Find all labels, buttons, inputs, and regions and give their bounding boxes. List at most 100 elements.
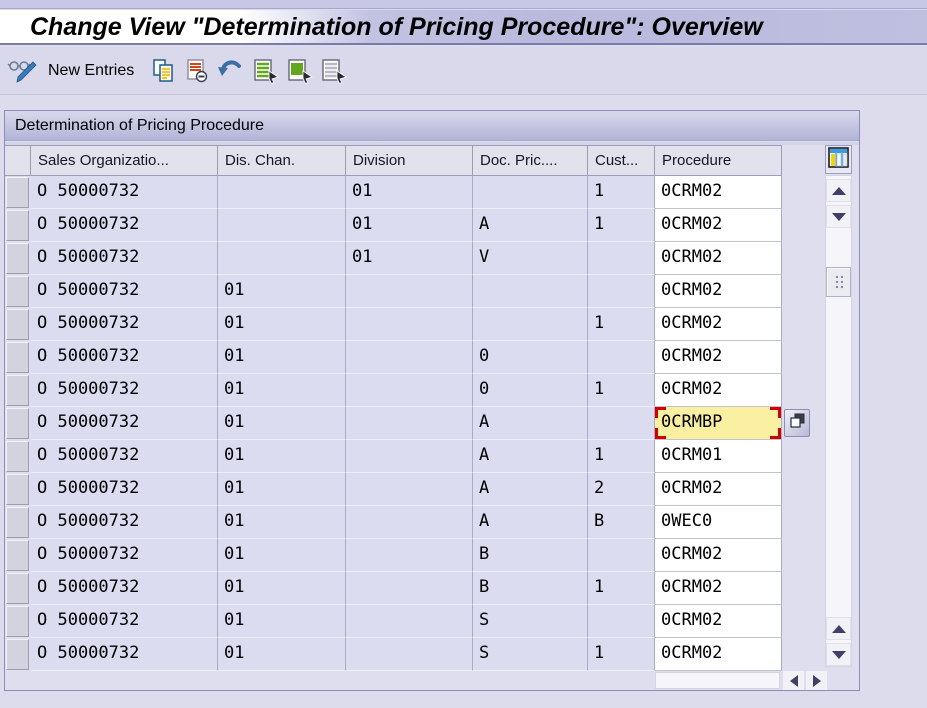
cell-docpric[interactable]: S	[473, 605, 588, 638]
cell-dischan[interactable]: 01	[218, 473, 346, 506]
cell-cust[interactable]	[588, 275, 655, 308]
cell-docpric[interactable]: A	[473, 209, 588, 242]
cell-dischan[interactable]	[218, 242, 346, 275]
cell-cust[interactable]: 1	[588, 209, 655, 242]
row-selector-button[interactable]	[5, 539, 31, 572]
scroll-up-button[interactable]	[826, 179, 851, 202]
cell-docpric[interactable]: 0	[473, 374, 588, 407]
cell-cust[interactable]: 1	[588, 572, 655, 605]
cell-cust[interactable]: 1	[588, 374, 655, 407]
cell-salesorg[interactable]: O 50000732	[31, 473, 218, 506]
cell-salesorg[interactable]: O 50000732	[31, 209, 218, 242]
vertical-scrollbar-track[interactable]	[825, 175, 852, 667]
cell-salesorg[interactable]: O 50000732	[31, 506, 218, 539]
row-selector-button[interactable]	[5, 440, 31, 473]
cell-dischan[interactable]: 01	[218, 605, 346, 638]
cell-docpric[interactable]: B	[473, 572, 588, 605]
cell-cust[interactable]: 2	[588, 473, 655, 506]
cell-docpric[interactable]	[473, 308, 588, 341]
cell-dischan[interactable]	[218, 176, 346, 209]
cell-procedure[interactable]: 0CRM02	[655, 374, 782, 407]
cell-dischan[interactable]: 01	[218, 308, 346, 341]
cell-division[interactable]: 01	[346, 176, 473, 209]
cell-docpric[interactable]	[473, 176, 588, 209]
row-selector-button[interactable]	[5, 572, 31, 605]
cell-docpric[interactable]: S	[473, 638, 588, 671]
cell-division[interactable]	[346, 506, 473, 539]
cell-cust[interactable]: 1	[588, 638, 655, 671]
cell-salesorg[interactable]: O 50000732	[31, 242, 218, 275]
cell-cust[interactable]: 1	[588, 176, 655, 209]
cell-division[interactable]	[346, 605, 473, 638]
cell-dischan[interactable]	[218, 209, 346, 242]
scroll-page-up-button[interactable]	[826, 617, 851, 640]
cell-procedure[interactable]: 0CRM02	[655, 209, 782, 242]
cell-division[interactable]	[346, 539, 473, 572]
cell-dischan[interactable]: 01	[218, 374, 346, 407]
cell-division[interactable]	[346, 638, 473, 671]
cell-salesorg[interactable]: O 50000732	[31, 341, 218, 374]
column-header-salesorg[interactable]: Sales Organizatio...	[31, 145, 218, 176]
cell-dischan[interactable]: 01	[218, 440, 346, 473]
cell-procedure[interactable]: 0CRM02	[655, 539, 782, 572]
cell-procedure[interactable]: 0CRM02	[655, 176, 782, 209]
cell-dischan[interactable]: 01	[218, 506, 346, 539]
cell-salesorg[interactable]: O 50000732	[31, 275, 218, 308]
cell-dischan[interactable]: 01	[218, 572, 346, 605]
cell-salesorg[interactable]: O 50000732	[31, 440, 218, 473]
cell-docpric[interactable]	[473, 275, 588, 308]
cell-procedure[interactable]: 0CRM01	[655, 440, 782, 473]
cell-division[interactable]	[346, 572, 473, 605]
cell-division[interactable]	[346, 473, 473, 506]
cell-salesorg[interactable]: O 50000732	[31, 605, 218, 638]
cell-salesorg[interactable]: O 50000732	[31, 308, 218, 341]
cell-docpric[interactable]: 0	[473, 341, 588, 374]
select-block-button[interactable]	[284, 56, 314, 86]
row-selector-button[interactable]	[5, 374, 31, 407]
cell-dischan[interactable]: 01	[218, 407, 346, 440]
cell-cust[interactable]	[588, 341, 655, 374]
row-selector-button[interactable]	[5, 605, 31, 638]
cell-salesorg[interactable]: O 50000732	[31, 572, 218, 605]
column-header-division[interactable]: Division	[346, 145, 473, 176]
cell-cust[interactable]: 1	[588, 440, 655, 473]
cell-dischan[interactable]: 01	[218, 275, 346, 308]
row-selector-button[interactable]	[5, 506, 31, 539]
cell-procedure[interactable]: 0CRM02	[655, 275, 782, 308]
column-header-procedure[interactable]: Procedure	[655, 145, 782, 176]
row-selector-button[interactable]	[5, 473, 31, 506]
possible-entries-button[interactable]	[784, 409, 810, 437]
copy-as-button[interactable]	[148, 56, 178, 86]
cell-procedure[interactable]: 0CRMBP	[655, 407, 782, 440]
cell-salesorg[interactable]: O 50000732	[31, 176, 218, 209]
cell-procedure[interactable]: 0WEC0	[655, 506, 782, 539]
scroll-left-button[interactable]	[783, 671, 804, 690]
row-selector-button[interactable]	[5, 638, 31, 671]
display-change-button[interactable]	[6, 56, 38, 86]
select-all-button[interactable]	[250, 56, 280, 86]
cell-division[interactable]	[346, 308, 473, 341]
cell-salesorg[interactable]: O 50000732	[31, 374, 218, 407]
row-selector-button[interactable]	[5, 242, 31, 275]
row-selector-button[interactable]	[5, 407, 31, 440]
cell-salesorg[interactable]: O 50000732	[31, 638, 218, 671]
cell-division[interactable]	[346, 440, 473, 473]
cell-salesorg[interactable]: O 50000732	[31, 407, 218, 440]
row-selector-button[interactable]	[5, 209, 31, 242]
cell-cust[interactable]	[588, 539, 655, 572]
cell-procedure[interactable]: 0CRM02	[655, 308, 782, 341]
cell-division[interactable]	[346, 341, 473, 374]
horizontal-scrollbar-track[interactable]	[655, 672, 780, 689]
cell-docpric[interactable]: A	[473, 440, 588, 473]
column-header-dischan[interactable]: Dis. Chan.	[218, 145, 346, 176]
scroll-right-button[interactable]	[806, 671, 827, 690]
cell-division[interactable]	[346, 374, 473, 407]
cell-salesorg[interactable]: O 50000732	[31, 539, 218, 572]
cell-procedure[interactable]: 0CRM02	[655, 242, 782, 275]
cell-cust[interactable]: 1	[588, 308, 655, 341]
vertical-scrollbar-thumb[interactable]	[826, 267, 851, 297]
select-all-rows-corner[interactable]	[5, 145, 31, 176]
deselect-all-button[interactable]	[318, 56, 348, 86]
cell-docpric[interactable]: B	[473, 539, 588, 572]
cell-cust[interactable]	[588, 242, 655, 275]
